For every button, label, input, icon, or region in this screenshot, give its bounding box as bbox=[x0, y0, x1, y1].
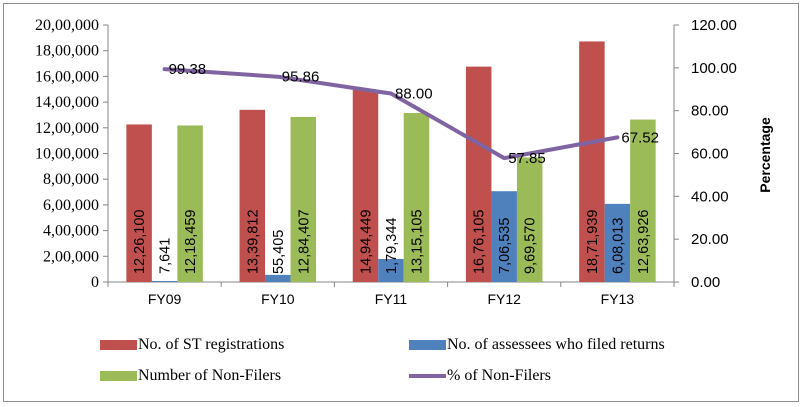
bar-non-filers bbox=[177, 125, 203, 283]
legend-swatch-line bbox=[409, 374, 446, 378]
bar-non-filers bbox=[403, 113, 430, 283]
x-axis: FY09 FY10 FY11 FY12 FY13 bbox=[103, 281, 675, 307]
right-axis-title: Percentage bbox=[757, 117, 773, 193]
bar-st-registrations bbox=[579, 41, 605, 282]
bar-assessees-filed bbox=[491, 191, 517, 282]
left-tick-label: 10,00,000 bbox=[35, 146, 99, 163]
bars bbox=[126, 41, 656, 283]
right-tick-label: 20.00 bbox=[691, 231, 729, 248]
right-tick-label: 80.00 bbox=[691, 103, 729, 120]
bar-data-label: 1,79,344 bbox=[384, 218, 400, 274]
x-category-label: FY13 bbox=[601, 291, 635, 307]
legend-label: No. of assessees who filed returns bbox=[447, 336, 665, 353]
left-tick-label: 14,00,000 bbox=[35, 94, 99, 111]
left-tick-label: 18,00,000 bbox=[35, 43, 99, 60]
line-data-label: 57.85 bbox=[508, 150, 546, 167]
bar-data-label: 9,69,570 bbox=[523, 218, 539, 274]
right-tick-label: 100.00 bbox=[691, 60, 737, 77]
line-labels: 99.38 95.86 88.00 57.85 67.52 bbox=[169, 61, 659, 167]
bar-labels: 12,26,100 7,641 12,18,459 13,39,812 55,405 12… bbox=[132, 209, 652, 274]
bar-data-label: 12,84,407 bbox=[296, 209, 312, 274]
x-category-label: FY11 bbox=[375, 291, 408, 307]
legend-label: No. of ST registrations bbox=[138, 336, 285, 353]
bar-non-filers bbox=[290, 116, 317, 282]
left-axis: 0 2,00,000 4,00,000 6,00,000 8,00,000 10,00,0… bbox=[35, 17, 109, 291]
legend-item-st-registrations: No. of ST registrations bbox=[100, 336, 284, 354]
legend-item-assessees-filed: No. of assessees who filed returns bbox=[409, 336, 665, 354]
line-data-label: 99.38 bbox=[169, 61, 207, 78]
x-category-label: FY12 bbox=[487, 291, 521, 307]
left-tick-label: 16,00,000 bbox=[35, 68, 99, 85]
bar-assessees-filed bbox=[265, 274, 291, 282]
x-category-label: FY10 bbox=[261, 291, 295, 307]
line-data-label: 67.52 bbox=[621, 129, 659, 146]
legend-swatch-blue bbox=[409, 340, 446, 350]
percent-non-filers-line bbox=[162, 67, 620, 161]
bar-data-label: 12,63,926 bbox=[636, 209, 652, 274]
left-tick-label: 8,00,000 bbox=[43, 171, 99, 188]
bar-assessees-filed bbox=[151, 281, 178, 282]
bar-non-filers bbox=[630, 119, 656, 282]
legend-swatch-green bbox=[100, 371, 137, 381]
bar-non-filers bbox=[516, 157, 543, 282]
right-tick-label: 120.00 bbox=[691, 17, 737, 34]
legend-item-percent-non-filers: % of Non-Filers bbox=[409, 367, 551, 385]
right-axis: 0.00 20.00 40.00 60.00 80.00 100.00 120.00 bbox=[673, 17, 737, 291]
legend-item-non-filers: Number of Non-Filers bbox=[100, 367, 281, 385]
right-tick-label: 60.00 bbox=[691, 146, 729, 163]
legend-swatch-red bbox=[100, 340, 137, 350]
bar-st-registrations bbox=[465, 66, 492, 282]
bar-st-registrations bbox=[239, 109, 266, 282]
percent-line bbox=[162, 67, 620, 161]
left-tick-label: 20,00,000 bbox=[35, 17, 99, 34]
legend-label: % of Non-Filers bbox=[447, 367, 551, 384]
bar-assessees-filed bbox=[604, 203, 631, 282]
bar-data-label: 12,18,459 bbox=[183, 209, 199, 274]
bar-data-label: 55,405 bbox=[271, 230, 287, 274]
line-data-label: 88.00 bbox=[395, 86, 433, 103]
legend-label: Number of Non-Filers bbox=[138, 367, 282, 384]
bar-st-registrations bbox=[352, 89, 379, 282]
bar-data-label: 16,76,105 bbox=[472, 209, 488, 274]
left-tick-label: 4,00,000 bbox=[43, 223, 99, 240]
right-tick-label: 0.00 bbox=[691, 274, 720, 291]
bar-data-label: 13,15,105 bbox=[410, 209, 426, 274]
bar-data-label: 6,08,013 bbox=[610, 218, 626, 274]
right-tick-label: 40.00 bbox=[691, 188, 729, 205]
line-data-label: 95.86 bbox=[282, 69, 320, 86]
left-tick-label: 0 bbox=[91, 274, 99, 291]
bar-data-label: 18,71,939 bbox=[585, 209, 601, 274]
bar-data-label: 12,26,100 bbox=[132, 209, 148, 274]
x-category-label: FY09 bbox=[148, 291, 182, 307]
left-tick-label: 2,00,000 bbox=[43, 248, 99, 265]
bar-data-label: 13,39,812 bbox=[245, 209, 261, 274]
bar-assessees-filed bbox=[378, 258, 404, 282]
bar-data-label: 14,94,449 bbox=[359, 209, 375, 274]
left-tick-label: 6,00,000 bbox=[43, 197, 99, 214]
bar-data-label: 7,06,535 bbox=[497, 218, 513, 274]
left-tick-label: 12,00,000 bbox=[35, 120, 99, 137]
bar-data-label: 7,641 bbox=[158, 238, 174, 274]
bar-st-registrations bbox=[126, 124, 152, 282]
